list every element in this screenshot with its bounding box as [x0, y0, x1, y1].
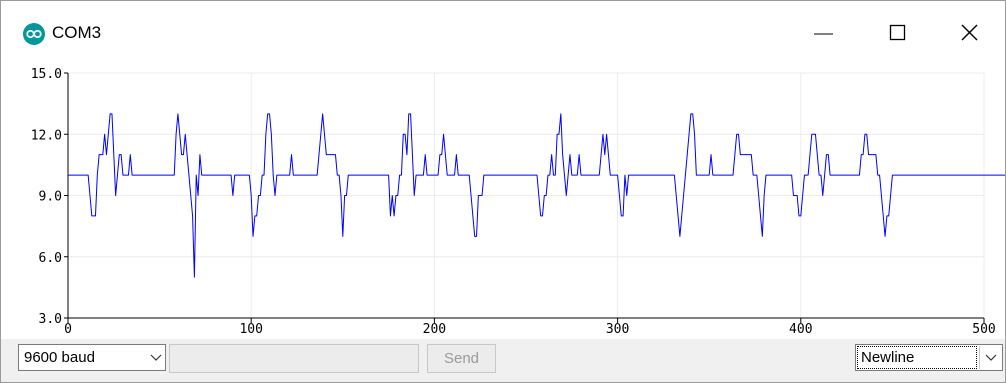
serial-plot-area: 3.0 6.0 9.0 12.0 15.0 0 100 200 300 400 500	[1, 61, 1005, 339]
bottom-toolbar	[1, 339, 1005, 382]
close-icon	[961, 24, 978, 41]
minimize-button[interactable]	[805, 15, 851, 51]
send-button[interactable]: Send	[427, 344, 496, 373]
y-tick-label: 15.0	[31, 67, 62, 82]
baud-rate-select[interactable]: 9600 baud	[18, 344, 166, 371]
line-ending-dropdown-button[interactable]	[979, 346, 1001, 369]
x-tick-label: 100	[239, 322, 262, 337]
send-message-input[interactable]	[169, 344, 419, 373]
maximize-button[interactable]	[873, 15, 919, 51]
maximize-icon	[889, 24, 906, 41]
window-title: COM3	[52, 23, 102, 42]
x-tick-label: 500	[972, 322, 995, 337]
y-tick-label: 3.0	[39, 312, 62, 327]
arduino-infinity-icon	[23, 23, 45, 45]
y-tick-label: 9.0	[39, 190, 62, 205]
x-tick-label: 0	[64, 322, 72, 337]
data-series-line	[68, 113, 1005, 278]
x-tick-label: 200	[423, 322, 446, 337]
y-tick-label: 12.0	[31, 128, 62, 143]
x-tick-label: 400	[789, 322, 812, 337]
chevron-down-icon	[150, 354, 162, 361]
chevron-down-icon	[985, 354, 997, 361]
line-ending-select[interactable]: Newline	[855, 344, 1003, 371]
line-ending-label: Newline	[857, 346, 977, 369]
line-chart: 3.0 6.0 9.0 12.0 15.0 0 100 200 300 400 500	[31, 67, 1005, 337]
title-bar: COM3	[1, 1, 1005, 61]
x-tick-label: 300	[606, 322, 629, 337]
minimize-icon	[814, 33, 833, 35]
baud-rate-label: 9600 baud	[24, 349, 95, 366]
close-button[interactable]	[943, 15, 989, 51]
y-tick-label: 6.0	[39, 251, 62, 266]
